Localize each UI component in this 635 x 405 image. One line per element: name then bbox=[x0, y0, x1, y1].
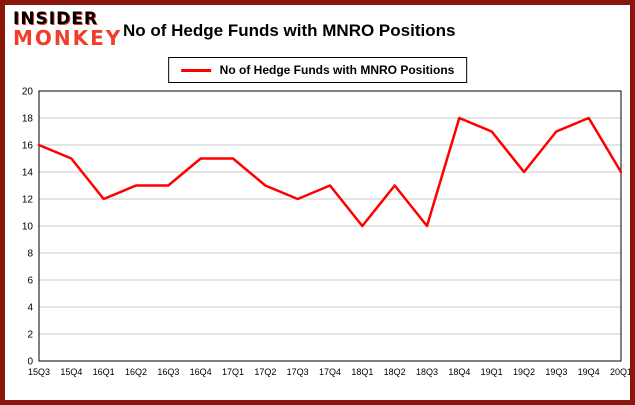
y-axis-tick-label: 20 bbox=[22, 87, 34, 98]
y-axis-tick-label: 12 bbox=[22, 195, 34, 206]
x-axis-tick-label: 19Q4 bbox=[578, 367, 600, 377]
x-axis-tick-label: 16Q1 bbox=[93, 367, 115, 377]
x-axis-tick-label: 16Q3 bbox=[157, 367, 179, 377]
chart-svg: 0 2 4 6 8 10 12 14 16 18 20 15Q3 15Q4 16Q1 16Q2 16Q3 16Q… bbox=[22, 87, 632, 378]
plot-border bbox=[38, 90, 622, 362]
x-axis-tick-label: 17Q1 bbox=[222, 367, 244, 377]
logo-insider-text: INSIDER bbox=[13, 9, 98, 29]
y-axis-tick-label: 14 bbox=[22, 168, 34, 179]
page-title: No of Hedge Funds with MNRO Positions bbox=[123, 21, 456, 40]
chart-legend: No of Hedge Funds with MNRO Positions bbox=[167, 57, 468, 83]
x-axis-tick-label: 17Q4 bbox=[319, 367, 341, 377]
x-axis-tick-label: 18Q2 bbox=[384, 367, 406, 377]
x-axis-tick-label: 18Q1 bbox=[351, 367, 373, 377]
y-axis-tick-label: 8 bbox=[27, 249, 33, 260]
y-axis-tick-label: 16 bbox=[22, 141, 34, 152]
x-axis-tick-label: 20Q1 bbox=[610, 367, 630, 377]
insider-monkey-logo: INSIDER MONKEY bbox=[13, 9, 123, 50]
x-axis-tick-label: 15Q4 bbox=[60, 367, 82, 377]
x-axis-tick-label: 17Q2 bbox=[254, 367, 276, 377]
x-axis-tick-label: 18Q3 bbox=[416, 367, 438, 377]
y-axis-tick-label: 4 bbox=[27, 303, 33, 314]
x-axis-tick-label: 19Q1 bbox=[481, 367, 503, 377]
series-line bbox=[37, 116, 623, 228]
y-axis-tick-label: 6 bbox=[27, 276, 33, 287]
chart-area: 0 2 4 6 8 10 12 14 16 18 20 15Q3 15Q4 16Q1 16Q2 16Q3 16Q… bbox=[5, 83, 632, 400]
logo-monkey-text: MONKEY bbox=[13, 26, 123, 50]
y-axis-tick-label: 2 bbox=[27, 330, 33, 341]
x-axis-tick-label: 19Q3 bbox=[545, 367, 567, 377]
x-axis-tick-label: 17Q3 bbox=[287, 367, 309, 377]
legend-line-swatch bbox=[180, 68, 211, 72]
y-axis-tick-label: 10 bbox=[22, 222, 34, 233]
x-axis-tick-label: 18Q4 bbox=[448, 367, 470, 377]
y-axis-tick-label: 0 bbox=[27, 357, 33, 368]
x-axis-tick-label: 16Q2 bbox=[125, 367, 147, 377]
x-axis-tick-label: 16Q4 bbox=[190, 367, 212, 377]
legend-label: No of Hedge Funds with MNRO Positions bbox=[219, 63, 455, 77]
x-axis-tick-label: 15Q3 bbox=[28, 367, 50, 377]
y-axis-tick-label: 18 bbox=[22, 114, 34, 125]
x-axis-tick-label: 19Q2 bbox=[513, 367, 535, 377]
